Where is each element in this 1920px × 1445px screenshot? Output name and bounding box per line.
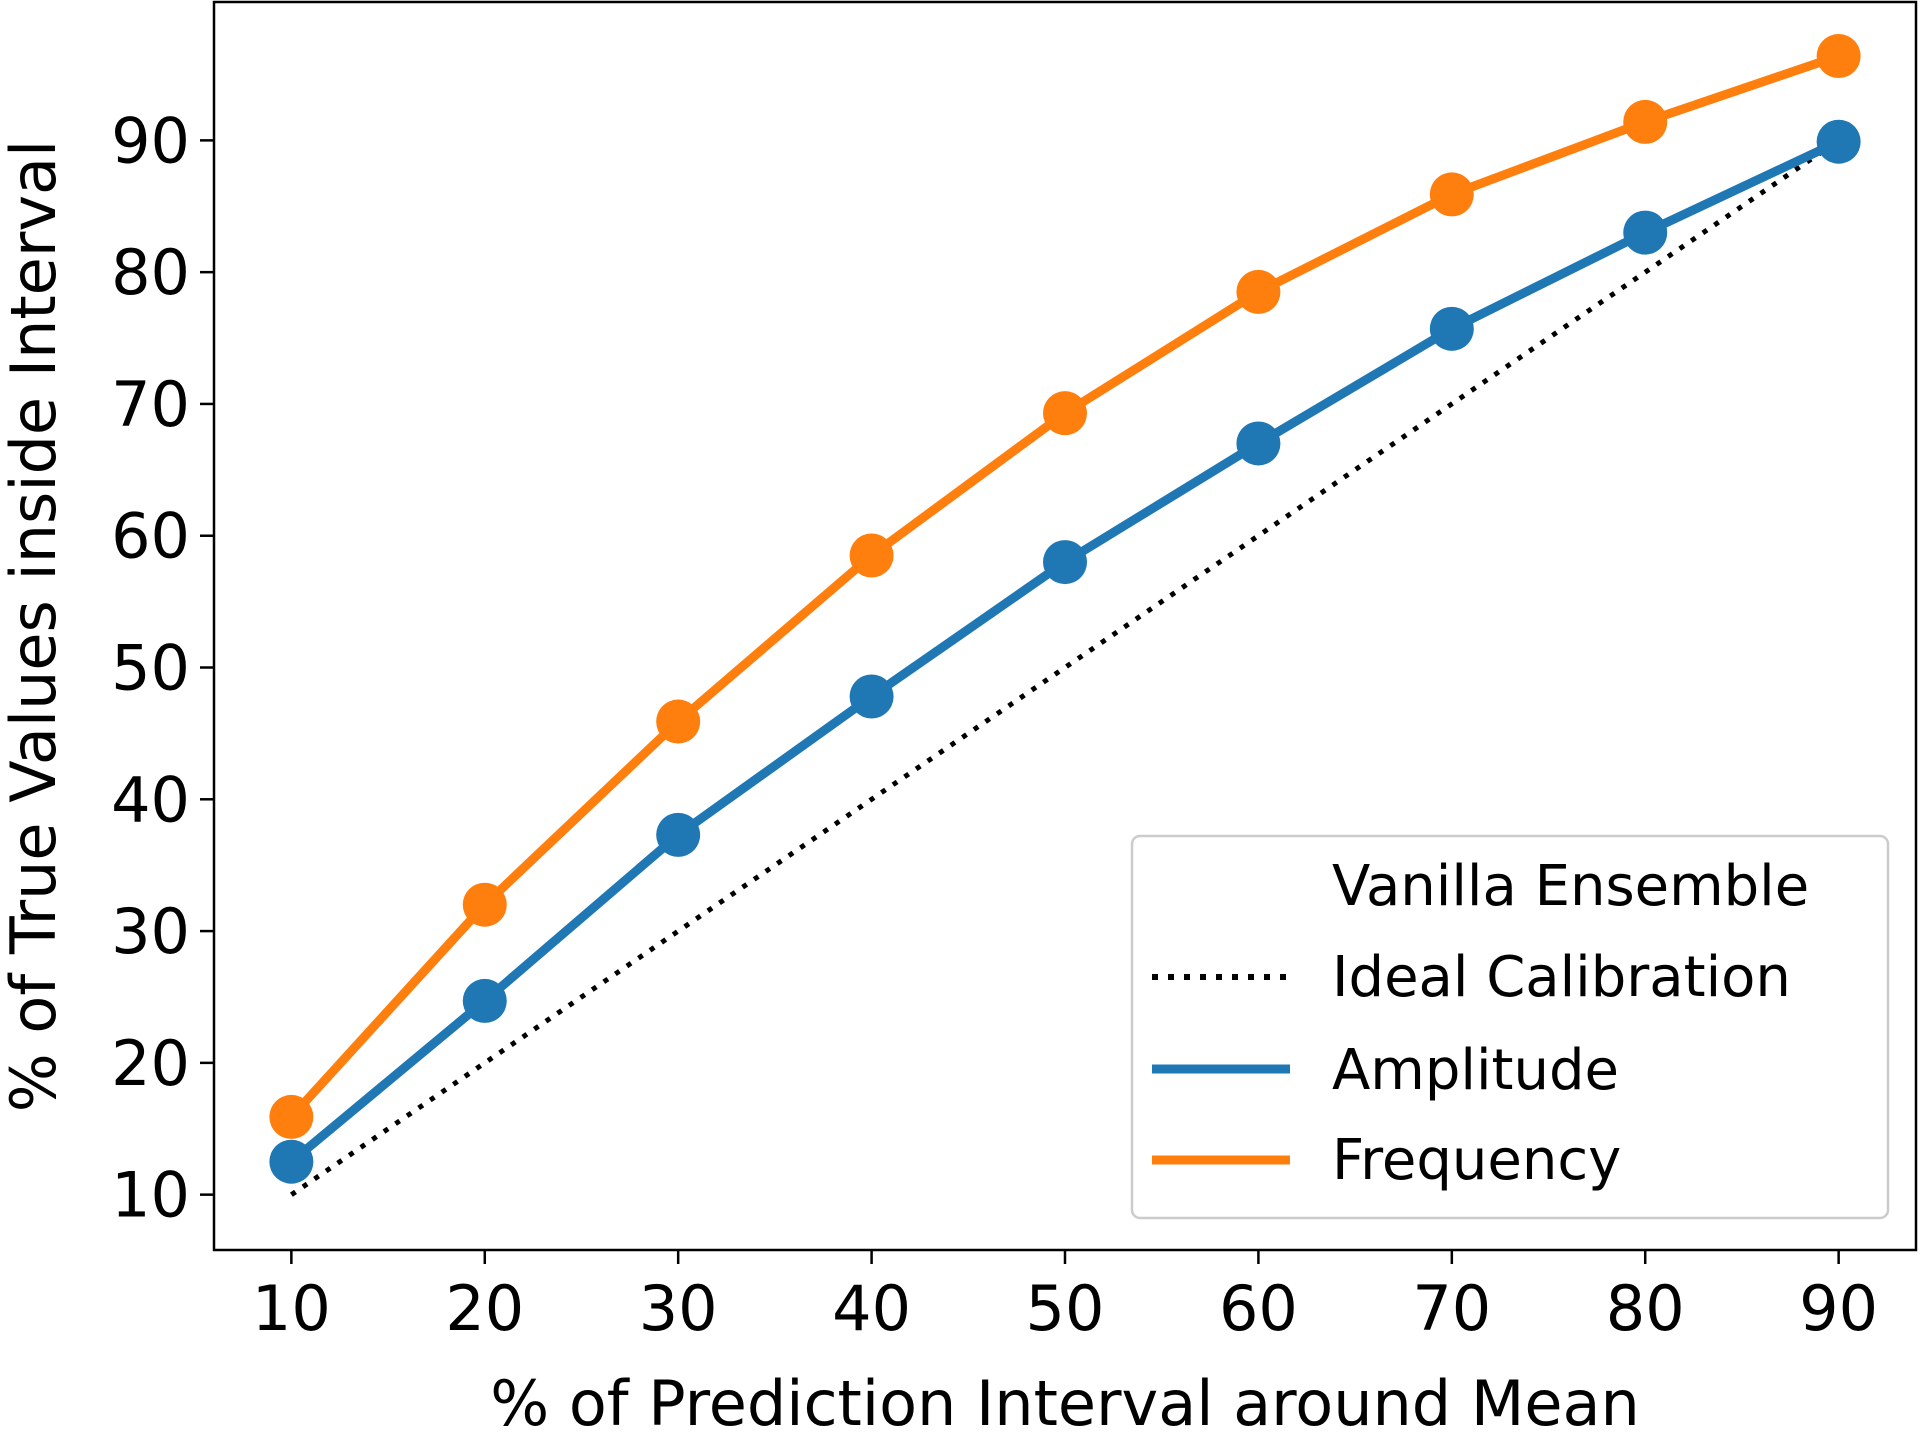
x-axis-label: % of Prediction Interval around Mean [490, 1367, 1640, 1440]
legend-label-amplitude: Amplitude [1332, 1038, 1619, 1103]
data-point-amplitude [1623, 210, 1668, 255]
data-point-frequency [1236, 269, 1281, 314]
y-tick-label: 30 [111, 895, 190, 968]
y-tick-label: 60 [111, 500, 190, 573]
data-point-frequency [462, 882, 507, 927]
legend: Vanilla Ensemble Ideal Calibration Ampli… [1130, 834, 1890, 1220]
legend-box [1130, 834, 1890, 1220]
legend-label-frequency: Frequency [1332, 1128, 1621, 1193]
data-point-amplitude [1043, 540, 1087, 585]
x-tick-label: 70 [1412, 1272, 1491, 1345]
plot-area [269, 34, 1861, 1197]
data-point-frequency [1429, 172, 1474, 217]
data-point-amplitude [849, 674, 894, 719]
legend-title: Vanilla Ensemble [1332, 854, 1809, 919]
x-tick-label: 60 [1219, 1272, 1298, 1345]
data-point-amplitude [656, 812, 701, 857]
data-point-frequency [656, 699, 701, 744]
y-tick-label: 80 [111, 236, 190, 309]
y-tick-label: 70 [111, 368, 190, 441]
data-point-amplitude [1429, 306, 1474, 351]
data-point-amplitude [1236, 421, 1281, 466]
x-tick-label: 40 [832, 1272, 911, 1345]
x-tick-label: 90 [1799, 1272, 1878, 1345]
series-line-ideal-calibration [289, 138, 1841, 1197]
y-axis-label: % of True Values inside Interval [0, 140, 70, 1112]
axis-ticks: 10 20 30 40 50 60 70 80 90 10 20 30 40 50 60 70 80 90 [111, 104, 1878, 1345]
y-tick-label: 20 [111, 1027, 190, 1100]
x-tick-label: 80 [1606, 1272, 1685, 1345]
legend-label-ideal-calibration: Ideal Calibration [1332, 945, 1791, 1010]
data-point-frequency [269, 1094, 314, 1139]
y-tick-label: 40 [111, 763, 190, 836]
data-point-frequency [849, 533, 894, 578]
data-point-amplitude [269, 1139, 314, 1184]
x-tick-label: 50 [1026, 1272, 1105, 1345]
data-point-frequency [1043, 391, 1087, 436]
x-tick-label: 30 [639, 1272, 718, 1345]
y-tick-label: 10 [111, 1159, 190, 1232]
x-tick-label: 20 [445, 1272, 524, 1345]
data-point-amplitude [462, 978, 507, 1023]
x-tick-label: 10 [252, 1272, 331, 1345]
y-tick-label: 90 [111, 104, 190, 177]
data-point-frequency [1816, 34, 1861, 79]
data-point-frequency [1623, 99, 1668, 144]
data-point-amplitude [1816, 119, 1861, 164]
y-tick-label: 50 [111, 632, 190, 705]
